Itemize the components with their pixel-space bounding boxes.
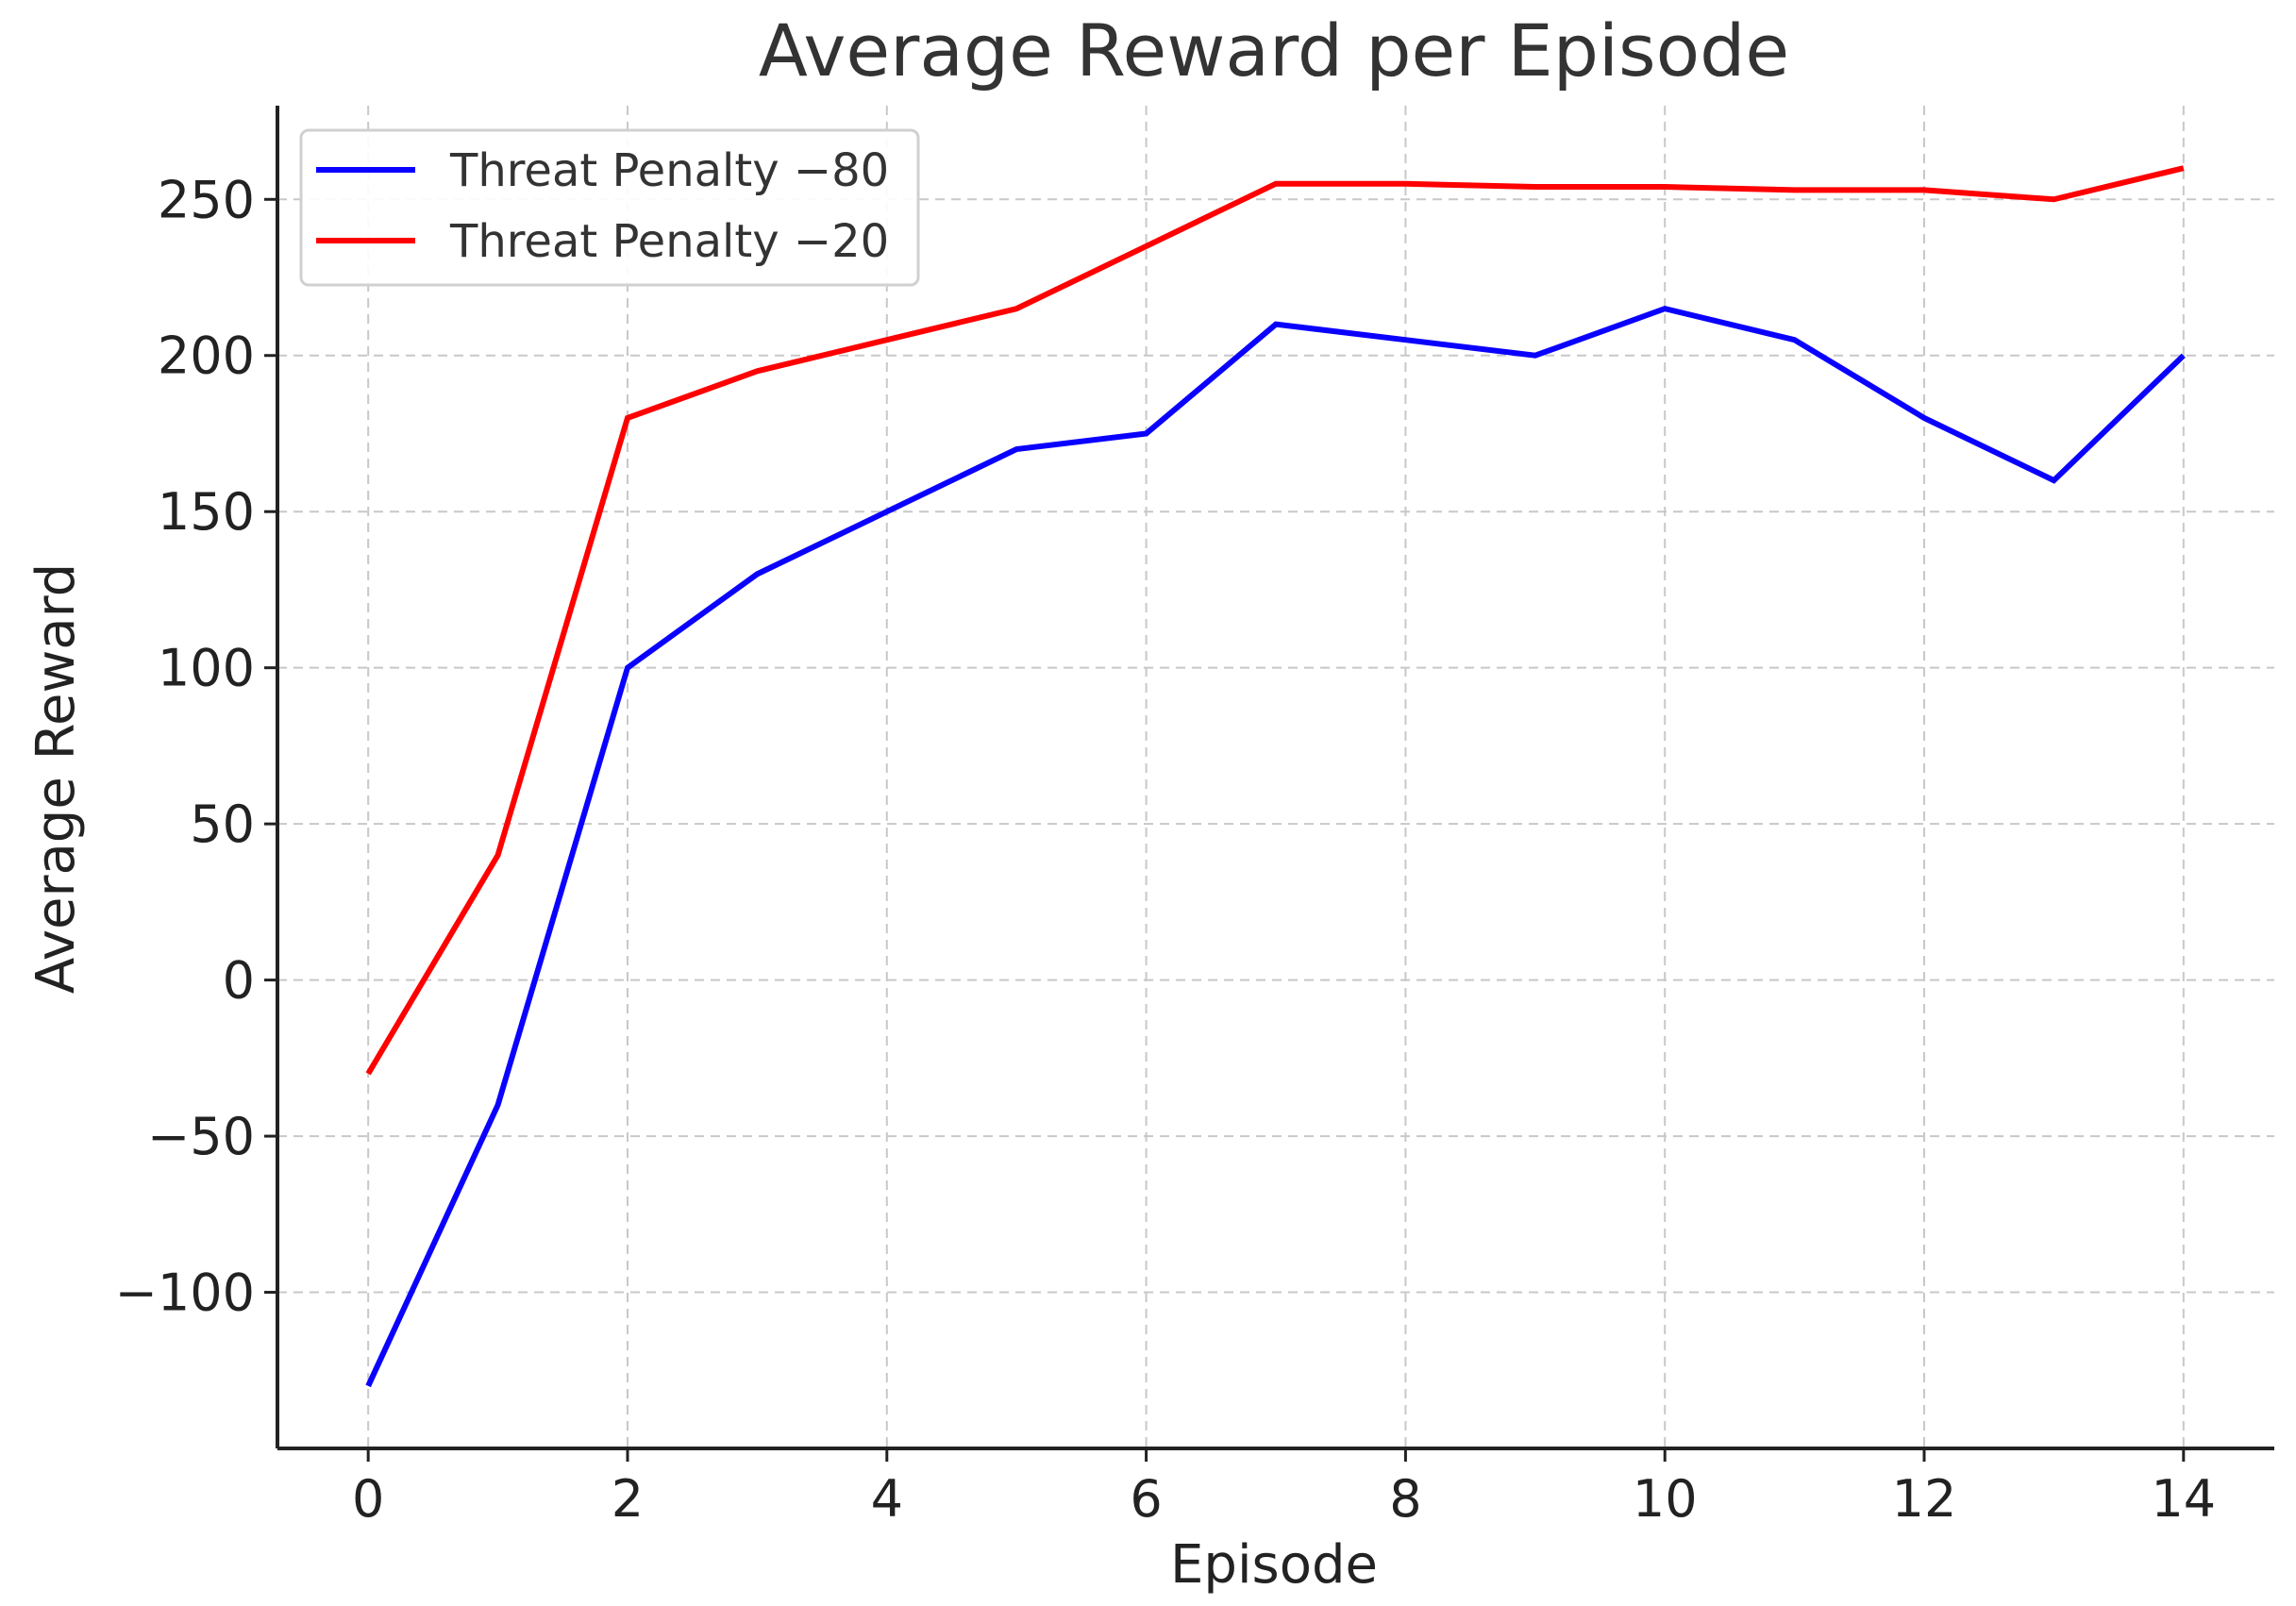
chart-title: Average Reward per Episode	[759, 8, 1789, 92]
y-axis-label: Average Reward	[25, 563, 87, 994]
x-tick-label-4: 8	[1389, 1469, 1421, 1529]
y-tick-label-2: 0	[223, 951, 255, 1011]
x-tick-label-0: 0	[352, 1469, 384, 1529]
series-layer	[365, 165, 2186, 1388]
y-tick-label-1: −50	[147, 1107, 255, 1166]
legend: Threat Penalty −80 Threat Penalty −20	[299, 128, 920, 287]
axes-layer	[276, 106, 2274, 1450]
y-tick-label-7: 250	[158, 170, 255, 229]
y-tick-label-4: 100	[158, 639, 255, 698]
legend-box	[299, 128, 920, 287]
y-tick-label-5: 150	[158, 482, 255, 542]
tick-layer: 0 2 4 6 8 10 12 14 −100 −50 0 50 100 150 200 250	[115, 170, 2217, 1529]
y-tick-label-3: 50	[190, 795, 255, 854]
series-line-0	[365, 305, 2186, 1388]
series-line-1	[365, 165, 2185, 1076]
legend-label-0: Threat Penalty −80	[449, 144, 889, 197]
x-tick-label-2: 4	[871, 1469, 903, 1529]
x-tick-label-6: 12	[1892, 1469, 1957, 1529]
x-tick-label-7: 14	[2151, 1469, 2216, 1529]
x-tick-label-3: 6	[1130, 1469, 1162, 1529]
x-tick-label-1: 2	[612, 1469, 644, 1529]
y-tick-label-0: −100	[115, 1263, 255, 1323]
grid-layer	[277, 106, 2274, 1448]
x-axis-label: Episode	[1170, 1534, 1378, 1596]
legend-label-1: Threat Penalty −20	[449, 215, 889, 268]
y-tick-label-6: 200	[158, 326, 255, 386]
x-tick-label-5: 10	[1633, 1469, 1698, 1529]
